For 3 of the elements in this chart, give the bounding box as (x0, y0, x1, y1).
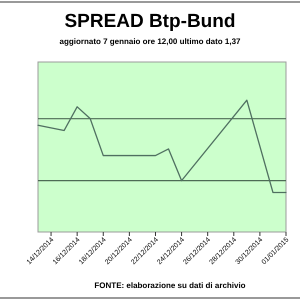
chart-subtitle: aggiornato 7 gennaio ore 12,00 ultimo dato 1,37 (60, 37, 242, 46)
chart-title: SPREAD Btp-Bund (64, 11, 236, 32)
source-note: FONTE: elaborazione su dati di archivio (94, 281, 246, 290)
